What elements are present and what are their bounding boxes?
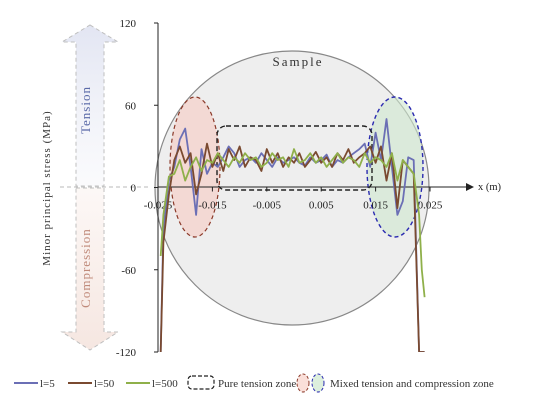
y-tick-label: 60 (125, 100, 137, 112)
x-tick-label: 0.025 (418, 200, 443, 212)
compression-arrow-shape (60, 187, 120, 351)
legend-label-l5: l=5 (40, 378, 55, 390)
x-axis-title: x (m) (478, 182, 502, 193)
legend-label-l500: l=500 (152, 378, 178, 390)
y-tick-label: -120 (116, 347, 137, 359)
legend-label-mixed: Mixed tension and compression zone (330, 378, 494, 390)
tension-label: Tension (78, 86, 93, 134)
x-tick-label: -0.015 (198, 200, 227, 212)
series-lines (159, 118, 426, 352)
y-tick-label: 0 (131, 183, 137, 195)
mixed-zone-left (169, 96, 221, 238)
compression-label: Compression (78, 228, 93, 308)
stress-direction-arrows: Tension Compression (60, 24, 150, 351)
pure-tension-zone (216, 125, 373, 191)
legend-label-l50: l=50 (94, 378, 115, 390)
legend-swatch-pure-tension (187, 375, 215, 390)
tension-arrow-shape (60, 24, 120, 187)
legend-label-pure-tension: Pure tension zone (218, 378, 296, 390)
y-axis-title: Minor principal stress (MPa) (41, 110, 53, 265)
x-axis-arrowhead (466, 183, 474, 191)
sample-label: Sample (273, 54, 324, 69)
series-line-l5 (159, 118, 425, 352)
y-tick-label: 120 (120, 18, 137, 30)
legend-swatch-mixed-right (311, 373, 325, 393)
x-tick-label: -0.005 (253, 200, 282, 212)
y-ticks: 120 60 0 -60 -120 (116, 18, 158, 359)
legend-swatch-mixed-left (296, 373, 310, 393)
series-line-l500 (159, 148, 426, 298)
legend: l=5 l=50 l=500 Pure tension zone Mixed t… (14, 373, 494, 393)
series-line-l50 (159, 142, 425, 352)
y-tick-label: -60 (121, 265, 136, 277)
x-tick-label: 0.015 (363, 200, 388, 212)
x-tick-label: 0.005 (309, 200, 334, 212)
